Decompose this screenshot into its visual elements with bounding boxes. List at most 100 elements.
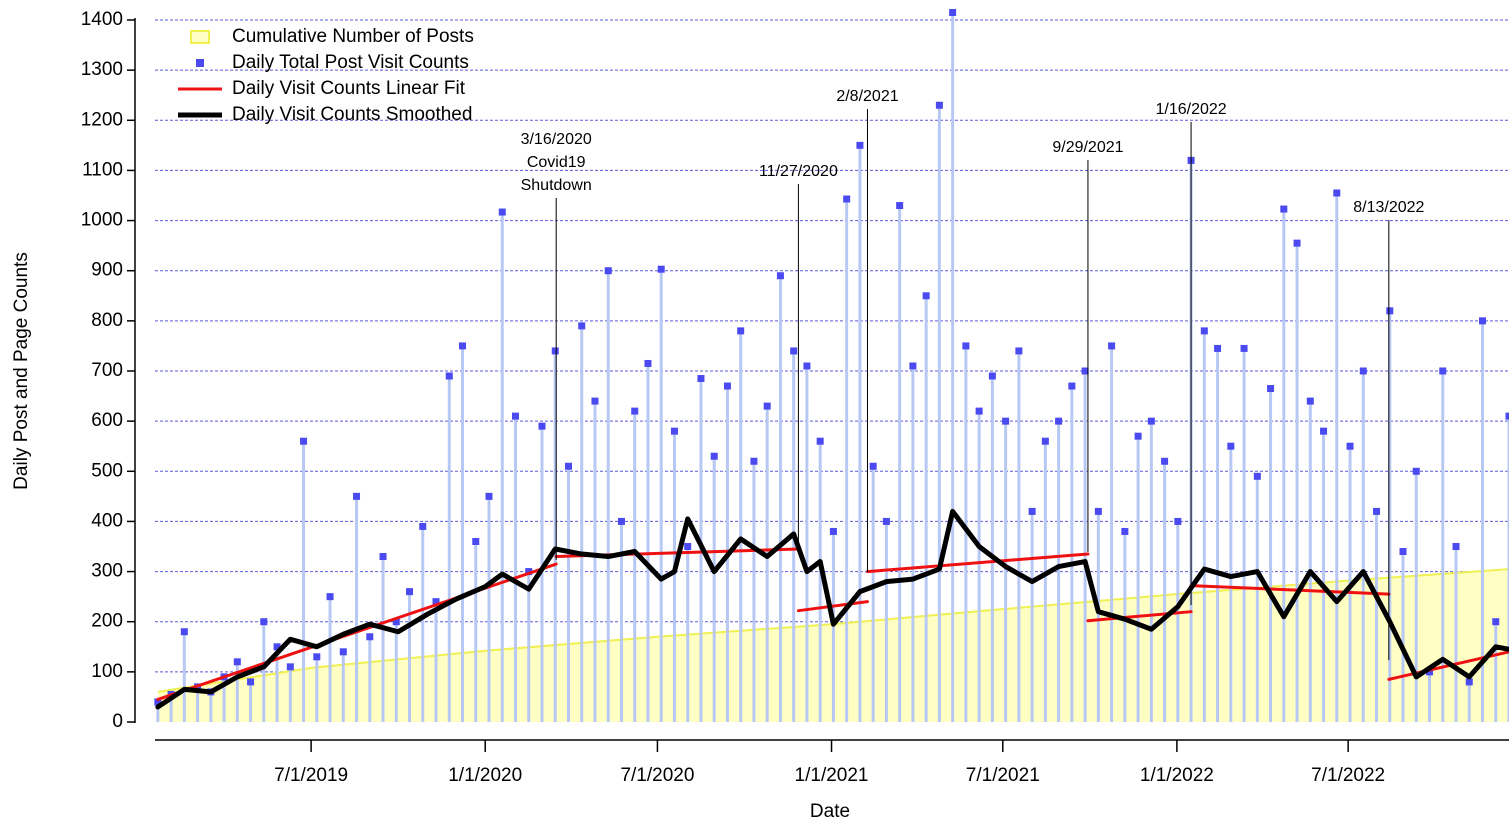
point bbox=[1426, 668, 1434, 676]
point bbox=[1028, 507, 1036, 515]
point bbox=[1359, 367, 1367, 375]
point bbox=[803, 362, 811, 370]
legend: Cumulative Number of Posts Daily Total Po… bbox=[178, 26, 474, 125]
point bbox=[459, 342, 467, 350]
point bbox=[1227, 442, 1235, 450]
point bbox=[578, 322, 586, 330]
point bbox=[896, 202, 904, 210]
point bbox=[949, 8, 957, 16]
point bbox=[1161, 457, 1169, 465]
point bbox=[922, 292, 930, 300]
point bbox=[1147, 417, 1155, 425]
y-tick-label: 1000 bbox=[81, 210, 123, 231]
point bbox=[1267, 385, 1275, 393]
point bbox=[1346, 442, 1354, 450]
y-tick-label: 700 bbox=[91, 360, 123, 381]
line bbox=[865, 552, 1090, 574]
point bbox=[154, 698, 162, 706]
annotation-text: 11/27/2020 bbox=[759, 163, 838, 180]
point bbox=[723, 382, 731, 390]
point bbox=[710, 452, 718, 460]
line bbox=[796, 600, 869, 613]
x-axis-label: Date bbox=[810, 801, 850, 822]
point bbox=[1121, 527, 1129, 535]
point bbox=[697, 375, 705, 383]
point bbox=[551, 347, 559, 355]
point bbox=[472, 537, 480, 545]
annotation-text: Covid19 bbox=[527, 154, 586, 171]
point bbox=[684, 543, 692, 550]
annotation-text: 8/13/2022 bbox=[1353, 199, 1424, 216]
point bbox=[300, 437, 308, 445]
y-tick-label: 800 bbox=[91, 310, 123, 331]
point bbox=[1412, 467, 1420, 475]
point bbox=[1399, 548, 1407, 556]
point bbox=[737, 327, 745, 335]
point bbox=[617, 517, 625, 525]
point bbox=[1439, 367, 1447, 375]
point bbox=[1200, 327, 1208, 335]
y-tick-label: 500 bbox=[91, 460, 123, 481]
point bbox=[445, 372, 453, 380]
point bbox=[379, 553, 387, 561]
line bbox=[156, 562, 558, 701]
y-tick-label: 300 bbox=[91, 561, 123, 582]
point bbox=[750, 457, 758, 465]
line bbox=[1189, 584, 1391, 596]
point bbox=[1240, 344, 1248, 352]
point bbox=[1134, 432, 1142, 440]
point bbox=[1505, 412, 1509, 420]
point bbox=[485, 492, 493, 500]
y-tick-label: 1400 bbox=[81, 9, 123, 30]
x-tick-label: 7/1/2020 bbox=[620, 765, 694, 786]
y-tick-label: 1200 bbox=[81, 109, 123, 130]
point bbox=[1465, 678, 1473, 686]
point bbox=[392, 618, 400, 626]
point bbox=[909, 362, 917, 370]
point bbox=[260, 618, 268, 626]
y-tick-label: 600 bbox=[91, 410, 123, 431]
point bbox=[657, 265, 665, 273]
point bbox=[406, 588, 414, 596]
x-tick-label: 1/1/2021 bbox=[795, 765, 869, 786]
point bbox=[962, 342, 970, 350]
annotation-text: 3/16/2020 bbox=[521, 131, 592, 148]
point bbox=[763, 402, 771, 410]
legend-label: Cumulative Number of Posts bbox=[232, 26, 474, 47]
point bbox=[776, 272, 784, 280]
point bbox=[1333, 189, 1341, 197]
y-tick-label: 100 bbox=[91, 661, 123, 682]
point bbox=[339, 648, 347, 656]
point bbox=[1479, 317, 1487, 325]
point bbox=[1081, 367, 1089, 375]
point bbox=[1108, 342, 1116, 350]
y-tick-label: 1300 bbox=[81, 59, 123, 80]
point bbox=[180, 628, 188, 636]
point bbox=[670, 427, 678, 435]
point bbox=[1306, 397, 1314, 405]
point bbox=[326, 593, 334, 601]
x-tick-label: 1/1/2020 bbox=[448, 765, 522, 786]
annotation-text: 9/29/2021 bbox=[1052, 139, 1123, 156]
point bbox=[233, 658, 241, 666]
annotation-text: Shutdown bbox=[521, 177, 592, 194]
point bbox=[1320, 427, 1328, 435]
y-tick-label: 200 bbox=[91, 611, 123, 632]
point bbox=[1055, 417, 1063, 425]
point bbox=[273, 643, 281, 651]
x-tick-label: 1/1/2022 bbox=[1140, 765, 1214, 786]
point bbox=[538, 422, 546, 430]
point bbox=[843, 195, 851, 203]
x-tick-label: 7/1/2022 bbox=[1311, 765, 1385, 786]
point bbox=[1253, 472, 1261, 480]
y-tick-label: 400 bbox=[91, 510, 123, 531]
x-tick-label: 7/1/2019 bbox=[274, 765, 348, 786]
y-tick-label: 1100 bbox=[82, 159, 123, 180]
point bbox=[975, 407, 983, 415]
point bbox=[419, 522, 427, 530]
point bbox=[564, 462, 572, 470]
point bbox=[935, 101, 943, 109]
point bbox=[1174, 517, 1182, 525]
point bbox=[1015, 347, 1023, 355]
point bbox=[1068, 382, 1076, 390]
